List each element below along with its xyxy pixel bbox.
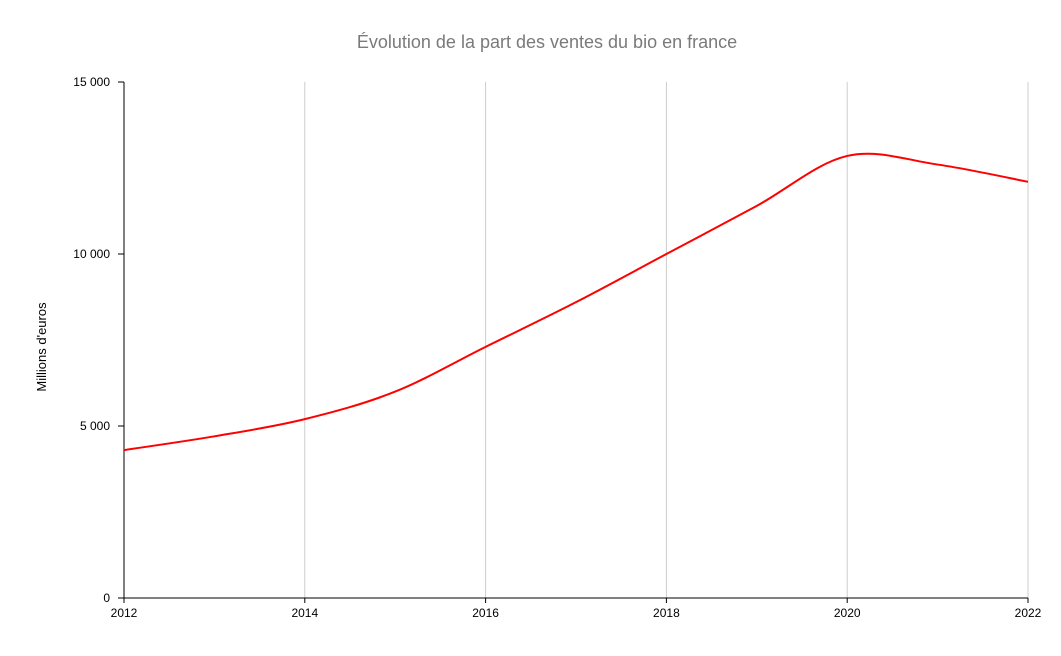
series [123, 152, 1029, 452]
x-tick-label: 2014 [291, 606, 318, 620]
x-tick-label: 2022 [1015, 606, 1042, 620]
tick-labels: 2012 2014 2016 2018 2020 2022 0 5 000 10 000 15 0… [73, 75, 1041, 620]
axes [123, 82, 1028, 599]
x-tick-label: 2020 [834, 606, 861, 620]
y-tick-label: 15 000 [73, 75, 110, 89]
x-tick-label: 2016 [472, 606, 499, 620]
grid-lines [304, 82, 1029, 598]
chart-title: Évolution de la part des ventes du bio e… [356, 32, 738, 52]
series-line [123, 152, 1029, 452]
y-tick-label: 0 [103, 591, 110, 605]
x-tick-label: 2018 [653, 606, 680, 620]
y-tick-label: 10 000 [73, 247, 110, 261]
y-axis-title: Millions d'euros [34, 302, 49, 392]
x-tick-label: 2012 [111, 606, 138, 620]
y-tick-label: 5 000 [80, 419, 110, 433]
